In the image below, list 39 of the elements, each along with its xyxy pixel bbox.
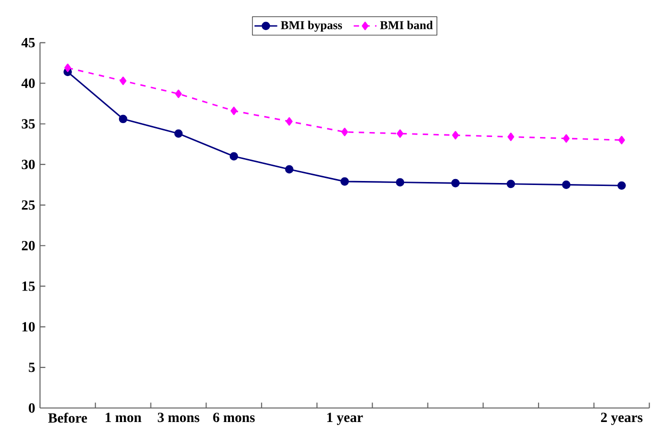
point bbox=[230, 152, 238, 161]
y-tick-label: 25 bbox=[22, 200, 35, 210]
point bbox=[118, 114, 128, 124]
point bbox=[396, 178, 404, 187]
point bbox=[340, 177, 349, 186]
point bbox=[506, 180, 516, 188]
point bbox=[230, 106, 238, 116]
y-tick-label: 40 bbox=[21, 78, 35, 88]
point bbox=[396, 129, 404, 138]
x-tick-label: 1 mon bbox=[106, 412, 142, 422]
point bbox=[562, 134, 570, 143]
legend-label: BMI band bbox=[380, 20, 433, 30]
y-tick-label: 15 bbox=[22, 282, 35, 291]
point bbox=[120, 76, 126, 86]
point bbox=[508, 132, 514, 142]
point bbox=[285, 165, 294, 174]
y-tick-label: 30 bbox=[22, 160, 35, 170]
point bbox=[562, 180, 570, 189]
point bbox=[175, 90, 182, 98]
x-tick-label: 1 year bbox=[327, 412, 363, 425]
point bbox=[452, 131, 459, 140]
y-tick-label: 20 bbox=[22, 240, 35, 250]
point bbox=[286, 117, 293, 126]
x-tick-label: Before bbox=[48, 412, 88, 423]
y-tick-label: 35 bbox=[22, 119, 35, 129]
point bbox=[618, 136, 625, 144]
point bbox=[174, 129, 183, 138]
y-tick-label: 10 bbox=[22, 322, 35, 332]
x-tick-label: 2 years bbox=[601, 412, 642, 425]
y-tick-label: 0 bbox=[28, 403, 35, 413]
legend-label: BMI bypass bbox=[280, 20, 342, 32]
point bbox=[617, 181, 626, 190]
point bbox=[451, 178, 460, 188]
point bbox=[64, 64, 72, 72]
x-tick-label: 3 mons bbox=[158, 412, 200, 422]
point bbox=[341, 128, 348, 136]
y-tick-label: 45 bbox=[21, 38, 35, 48]
y-tick-label: 5 bbox=[28, 362, 35, 372]
x-tick-label: 6 mons bbox=[213, 412, 255, 422]
